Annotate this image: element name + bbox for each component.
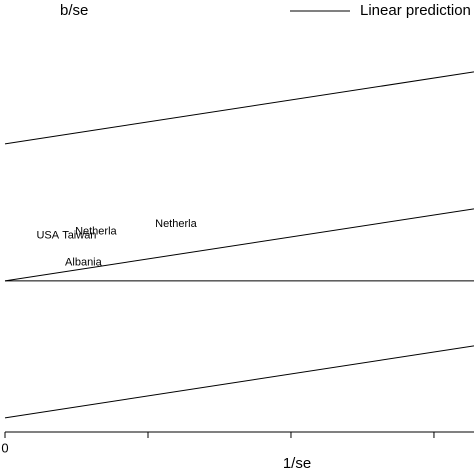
point-label: Albania xyxy=(65,256,103,268)
point-label: Netherla xyxy=(155,218,197,230)
point-label: Netherla xyxy=(75,225,117,237)
line xyxy=(4,345,474,419)
y-axis-title: b/se xyxy=(60,2,88,19)
x-axis-title: 1/se xyxy=(283,455,311,472)
line xyxy=(4,71,474,145)
x-tick-label: 0 xyxy=(1,440,8,455)
line xyxy=(4,208,474,282)
legend-label: Linear prediction xyxy=(360,2,471,19)
point-label: USA xyxy=(36,230,59,242)
point-label: Taiwan xyxy=(62,230,96,242)
